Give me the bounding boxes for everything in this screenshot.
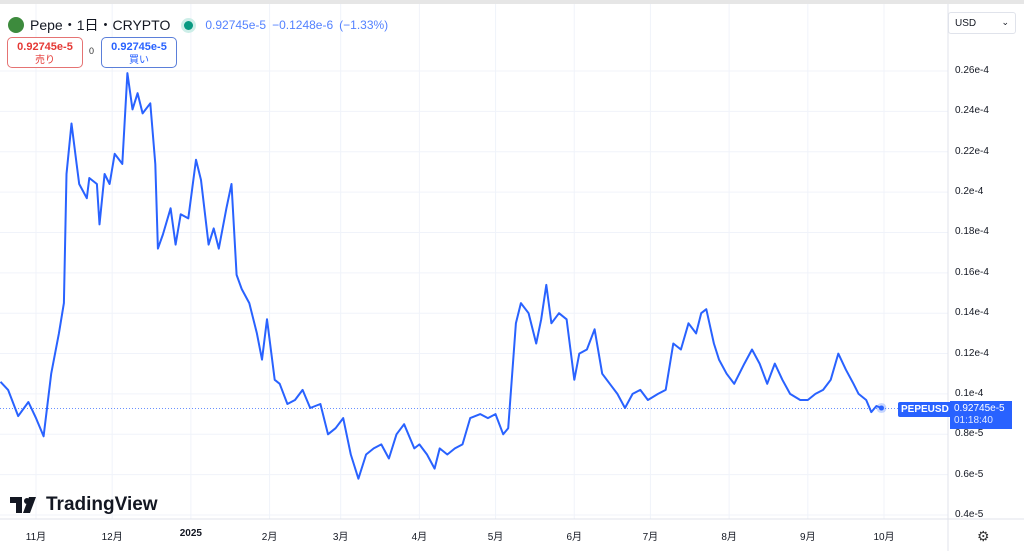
price-change: −0.1248e-6 bbox=[272, 18, 334, 32]
buy-label: 買い bbox=[129, 55, 149, 66]
market-status-icon bbox=[184, 20, 194, 30]
settings-icon[interactable]: ⚙ bbox=[977, 528, 990, 544]
x-tick-label: 11月 bbox=[25, 532, 47, 543]
y-tick-label: 0.12e-4 bbox=[955, 347, 989, 359]
y-tick-label: 0.2e-4 bbox=[955, 186, 984, 198]
y-tick-label: 0.26e-4 bbox=[955, 65, 989, 77]
x-tick-label: 8月 bbox=[721, 532, 737, 543]
interval[interactable]: 1日 bbox=[76, 17, 99, 33]
pepe-logo-icon bbox=[8, 17, 24, 33]
x-tick-label: 5月 bbox=[487, 532, 504, 543]
x-tick-label: 9月 bbox=[800, 532, 816, 543]
x-tick-label: 4月 bbox=[411, 532, 428, 543]
price-change-percent: (−1.33%) bbox=[339, 18, 389, 32]
brand-name: TradingView bbox=[46, 494, 158, 515]
symbol-tag: PEPEUSD bbox=[898, 402, 952, 417]
tradingview-logo[interactable]: TradingView bbox=[10, 494, 158, 516]
bar-countdown: 01:18:40 bbox=[954, 415, 993, 426]
sell-label: 売り bbox=[35, 55, 55, 66]
x-tick-label: 12月 bbox=[101, 532, 123, 543]
exchange: CRYPTO bbox=[112, 17, 171, 33]
buy-price: 0.92745e-5 bbox=[111, 41, 167, 53]
price-line bbox=[0, 72, 882, 480]
buy-button[interactable]: 0.92745e-5 買い bbox=[101, 37, 177, 68]
y-tick-label: 0.8e-5 bbox=[955, 428, 984, 440]
y-tick-label: 0.1e-4 bbox=[955, 387, 984, 399]
y-tick-label: 0.24e-4 bbox=[955, 105, 989, 117]
y-tick-label: 0.6e-5 bbox=[955, 468, 984, 480]
symbol-name: Pepe bbox=[30, 17, 63, 33]
current-price-tag: 0.92745e-5 01:18:40 bbox=[950, 401, 1012, 429]
x-tick-label: 10月 bbox=[873, 532, 895, 543]
current-price: 0.92745e-5 bbox=[954, 403, 1005, 414]
y-tick-label: 0.18e-4 bbox=[955, 226, 989, 238]
spread: 0 bbox=[89, 46, 95, 56]
sell-button[interactable]: 0.92745e-5 売り bbox=[7, 37, 83, 68]
chart-plot[interactable] bbox=[0, 4, 1024, 551]
last-price: 0.92745e-5 bbox=[205, 18, 267, 32]
separator: ・ bbox=[98, 17, 113, 33]
x-tick-label: 3月 bbox=[332, 532, 349, 543]
chevron-down-icon: ⌄ bbox=[1001, 17, 1009, 27]
x-tick-label: 2025 bbox=[179, 528, 202, 539]
y-tick-label: 0.16e-4 bbox=[955, 266, 989, 278]
sell-price: 0.92745e-5 bbox=[17, 41, 73, 53]
last-point bbox=[878, 405, 884, 411]
separator: ・ bbox=[62, 17, 77, 33]
y-tick-label: 0.22e-4 bbox=[955, 145, 989, 157]
tradingview-logo-icon bbox=[10, 497, 36, 513]
y-tick-label: 0.4e-5 bbox=[955, 509, 984, 520]
y-tick-label: 0.14e-4 bbox=[955, 307, 989, 319]
currency-select[interactable]: USD ⌄ bbox=[948, 12, 1016, 34]
x-tick-label: 7月 bbox=[642, 532, 659, 543]
x-tick-label: 2月 bbox=[261, 532, 278, 543]
symbol-header: Pepe・1日・CRYPTO 0.92745e-5 −0.1248e-6 (−1… bbox=[8, 15, 388, 35]
x-tick-label: 6月 bbox=[566, 532, 583, 543]
currency-value: USD bbox=[955, 18, 977, 29]
